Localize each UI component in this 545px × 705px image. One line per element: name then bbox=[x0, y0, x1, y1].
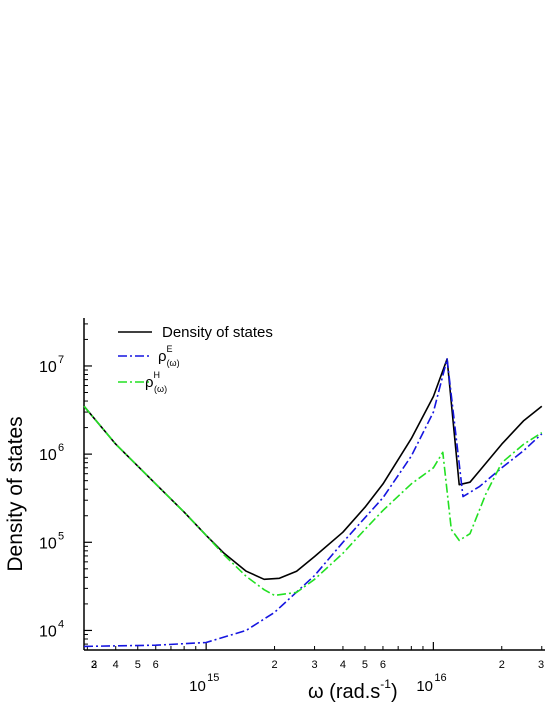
series-line-density-of-states bbox=[83, 358, 543, 581]
series-line-rho-h bbox=[83, 405, 543, 597]
x-minor-tick-label: 2 bbox=[499, 659, 505, 671]
y-tick-label-exponent: 4 bbox=[58, 618, 64, 630]
legend-label: ρE (ω) bbox=[158, 344, 180, 368]
x-minor-tick-label: 6 bbox=[380, 659, 386, 671]
y-tick-label: 10 bbox=[39, 359, 57, 376]
y-tick-label-exponent: 6 bbox=[58, 442, 64, 454]
y-tick-label: 10 bbox=[39, 535, 57, 552]
x-tick-label-exponent: 16 bbox=[434, 672, 446, 684]
x-minor-tick-label: 3 bbox=[538, 659, 544, 671]
series-line-rho-e bbox=[83, 358, 543, 648]
x-tick-label: 10 bbox=[189, 678, 206, 695]
legend: Density of states ρE (ω)ρH (ω) bbox=[118, 324, 273, 394]
x-minor-tick-label: 5 bbox=[135, 659, 141, 671]
y-tick-label-exponent: 7 bbox=[58, 354, 64, 366]
series-layer bbox=[83, 358, 543, 648]
x-minor-tick-label: 2 bbox=[91, 659, 97, 671]
y-axis-title: Density of states bbox=[4, 416, 27, 571]
x-minor-tick-label: 2 bbox=[271, 659, 277, 671]
x-axis-title: ω (rad.s-1) bbox=[308, 677, 398, 703]
x-minor-tick-label: 3 bbox=[91, 659, 97, 671]
x-tick-label-exponent: 15 bbox=[207, 672, 219, 684]
legend-label: ρH (ω) bbox=[145, 370, 167, 394]
y-tick-label-exponent: 5 bbox=[58, 530, 64, 542]
x-minor-tick-label: 4 bbox=[113, 659, 119, 671]
x-tick-label: 10 bbox=[416, 678, 433, 695]
x-minor-tick-label: 6 bbox=[153, 659, 159, 671]
y-tick-label: 10 bbox=[39, 623, 57, 640]
x-minor-tick-label: 4 bbox=[340, 659, 346, 671]
x-minor-tick-label: 3 bbox=[311, 659, 317, 671]
x-minor-tick-label: 5 bbox=[362, 659, 368, 671]
y-tick-label: 10 bbox=[39, 447, 57, 464]
legend-label: Density of states bbox=[162, 324, 273, 341]
